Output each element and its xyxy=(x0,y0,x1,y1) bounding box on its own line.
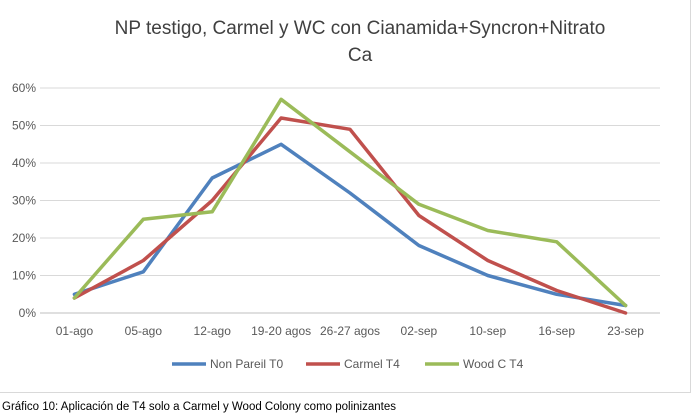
x-tick-label: 02-sep xyxy=(401,324,438,338)
x-tick-label: 26-27 agos xyxy=(320,324,380,338)
x-axis-tick-labels: 01-ago 05-ago 12-ago 19-20 agos 26-27 agos 02… xyxy=(56,324,644,338)
y-tick-label: 50% xyxy=(12,119,36,133)
x-tick-label: 01-ago xyxy=(56,324,94,338)
series-line-2 xyxy=(72,116,628,315)
chart-area: NP testigo, Carmel y WC con Cianamida+Sy… xyxy=(0,0,691,393)
x-tick-label: 23-sep xyxy=(607,324,644,338)
series-line-1 xyxy=(72,142,628,308)
figure-caption: Gráfico 10: Aplicación de T4 solo a Carm… xyxy=(2,401,396,413)
legend-label: Non Pareil T0 xyxy=(210,357,283,371)
gridlines xyxy=(40,87,660,314)
y-tick-label: 40% xyxy=(12,156,36,170)
y-tick-label: 0% xyxy=(19,306,37,320)
y-tick-label: 20% xyxy=(12,231,36,245)
chart-title-line-1: NP testigo, Carmel y WC con Cianamida+Sy… xyxy=(114,18,606,39)
x-tick-label: 19-20 agos xyxy=(251,324,311,338)
series-line-3 xyxy=(72,97,628,308)
legend: Non Pareil T0 Carmel T4 Wood C T4 xyxy=(172,357,524,371)
y-tick-label: 30% xyxy=(12,194,36,208)
legend-label: Carmel T4 xyxy=(344,357,400,371)
chart-title-line-2: Ca xyxy=(347,45,373,66)
y-axis-tick-labels: 0% 10% 20% 30% 40% 50% 60% xyxy=(12,81,36,320)
line-chart: 0% 10% 20% 30% 40% 50% 60% 01-ago 05-ago 12-ago 1… xyxy=(12,81,660,371)
y-tick-label: 10% xyxy=(12,269,36,283)
series-lines xyxy=(72,97,628,315)
x-tick-label: 12-ago xyxy=(194,324,232,338)
x-tick-label: 05-ago xyxy=(125,324,163,338)
y-tick-label: 60% xyxy=(12,81,36,95)
x-tick-label: 10-sep xyxy=(469,324,506,338)
x-tick-label: 16-sep xyxy=(538,324,575,338)
legend-label: Wood C T4 xyxy=(463,357,524,371)
